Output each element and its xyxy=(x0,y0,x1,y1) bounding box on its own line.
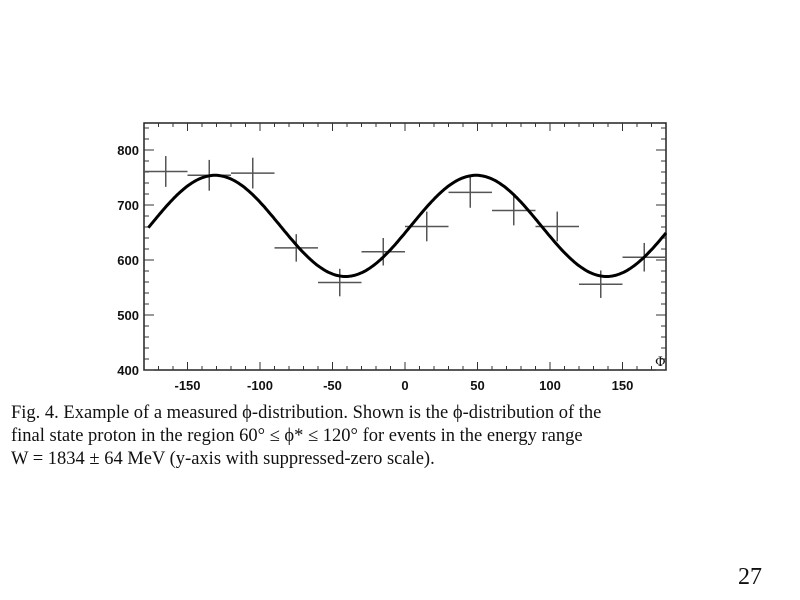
caption-line-2: final state proton in the region 60° ≤ ϕ… xyxy=(11,426,583,446)
y-tick-label: 600 xyxy=(117,253,139,268)
x-tick-label: 50 xyxy=(470,378,484,393)
y-tick-label: 500 xyxy=(117,308,139,323)
x-tick-label: 100 xyxy=(539,378,561,393)
data-point xyxy=(361,238,405,266)
page-number: 27 xyxy=(738,564,762,590)
y-tick-label: 800 xyxy=(117,143,139,158)
x-tick-label: -100 xyxy=(247,378,273,393)
data-point xyxy=(318,268,362,297)
x-tick-label: 0 xyxy=(401,378,408,393)
x-axis-label: Φ xyxy=(655,355,666,370)
plot-frame xyxy=(143,122,667,371)
x-tick-label: -50 xyxy=(323,378,342,393)
x-tick-label: 150 xyxy=(612,378,634,393)
x-tick-label: -150 xyxy=(174,378,200,393)
data-point xyxy=(274,234,318,262)
data-point xyxy=(448,176,492,208)
data-point xyxy=(144,156,188,187)
caption-line-1: Fig. 4. Example of a measured ϕ-distribu… xyxy=(11,403,602,423)
figure-caption: Fig. 4. Example of a measured ϕ-distribu… xyxy=(11,402,771,471)
caption-line-3: W = 1834 ± 64 MeV (y-axis with suppresse… xyxy=(11,449,435,469)
data-point xyxy=(231,157,275,189)
y-tick-label: 400 xyxy=(117,363,139,378)
phi-distribution-chart: -150 -100 -50 0 50 100 150 400 500 600 700 800 Φ xyxy=(117,122,668,393)
y-tick-label: 700 xyxy=(117,198,139,213)
fit-curve xyxy=(147,173,668,278)
